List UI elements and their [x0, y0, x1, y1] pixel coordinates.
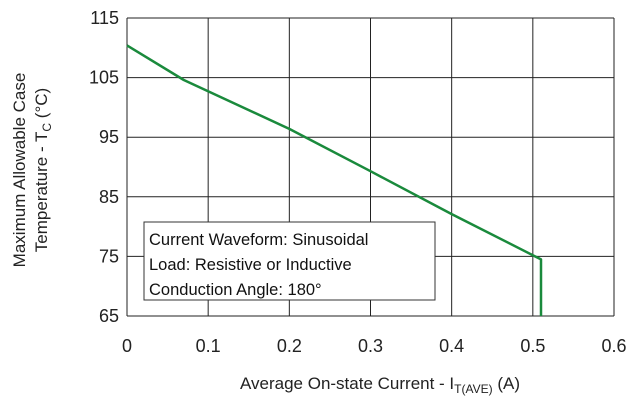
- y-axis-label: Maximum Allowable Case Temperature - TC …: [10, 73, 54, 268]
- y-axis-label-line2: Temperature - TC (°C): [32, 88, 54, 252]
- annotation-box: Current Waveform: Sinusoidal Load: Resis…: [143, 221, 436, 301]
- annotation-line: Current Waveform: Sinusoidal: [149, 231, 368, 249]
- x-tick-label: 0.1: [196, 336, 221, 356]
- x-tick-label: 0.2: [277, 336, 302, 356]
- y-tick-label: 85: [99, 187, 119, 207]
- series-group: [126, 44, 543, 316]
- y-tick-label: 75: [99, 246, 119, 266]
- y-tick-label: 105: [89, 68, 119, 88]
- y-axis-label-line1: Maximum Allowable Case: [10, 73, 29, 268]
- x-tick-label: 0.3: [358, 336, 383, 356]
- y-tick-label: 95: [99, 127, 119, 147]
- y-tick-label: 115: [90, 8, 119, 28]
- series-line: [126, 44, 543, 316]
- x-axis-label: Average On-state Current - IT(AVE) (A): [240, 374, 520, 396]
- y-tick-label: 65: [99, 306, 119, 326]
- x-tick-label: 0.6: [601, 336, 626, 356]
- annotation-frame: [143, 221, 436, 301]
- y-tick-labels: 65 75 85 95 105 115: [89, 8, 119, 326]
- x-tick-label: 0.5: [520, 336, 545, 356]
- x-tick-label: 0: [122, 336, 132, 356]
- annotation-line: Conduction Angle: 180°: [149, 281, 322, 299]
- x-tick-labels: 0 0.1 0.2 0.3 0.4 0.5 0.6: [122, 336, 627, 356]
- annotation-line: Load: Resistive or Inductive: [149, 256, 352, 274]
- x-tick-label: 0.4: [439, 336, 464, 356]
